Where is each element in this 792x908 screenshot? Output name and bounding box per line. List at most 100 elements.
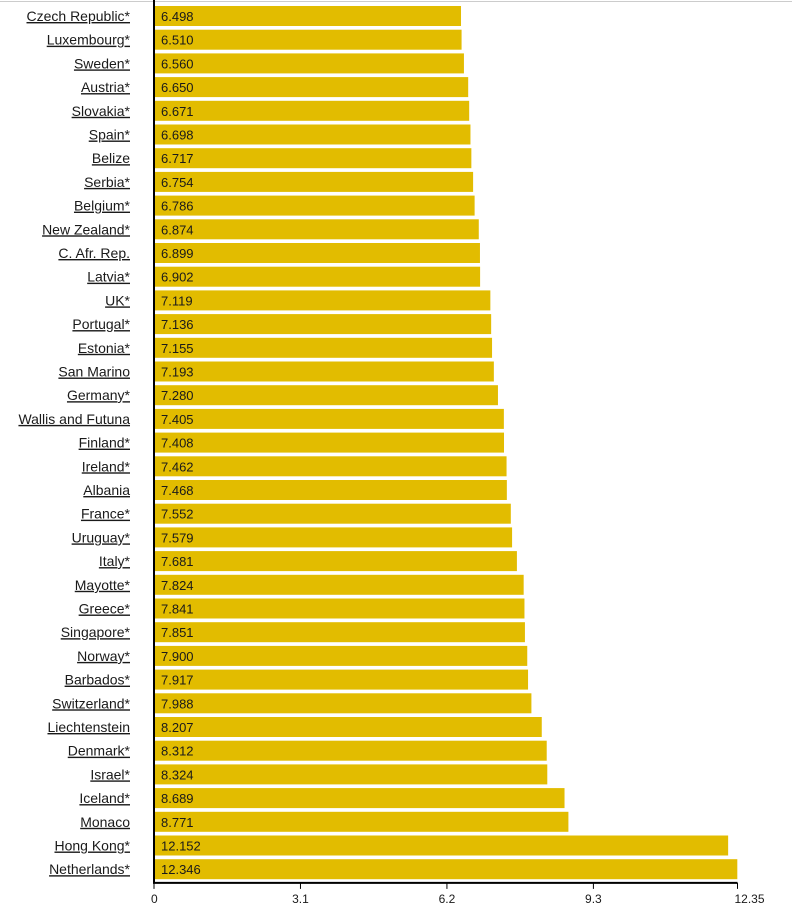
- bar: [154, 337, 493, 358]
- bar: [154, 385, 498, 406]
- value-label: 7.468: [161, 483, 194, 498]
- x-tick-label: 6.2: [439, 892, 456, 906]
- category-label-link[interactable]: Albania: [83, 482, 130, 498]
- category-label-link[interactable]: Slovakia*: [72, 103, 131, 119]
- value-label: 6.650: [161, 80, 194, 95]
- bar: [154, 717, 542, 737]
- category-label-link[interactable]: Wallis and Futuna: [18, 411, 130, 427]
- category-label-link[interactable]: Estonia*: [78, 340, 131, 356]
- category-label-link[interactable]: New Zealand*: [42, 221, 130, 237]
- bar: [154, 219, 479, 240]
- bar: [154, 195, 475, 216]
- category-label-link[interactable]: Czech Republic*: [27, 8, 131, 24]
- bar: [154, 480, 507, 500]
- value-label: 7.841: [161, 602, 194, 617]
- bar: [154, 503, 511, 524]
- category-label-link[interactable]: Luxembourg*: [47, 32, 131, 48]
- value-label: 7.579: [161, 530, 194, 545]
- category-label-link[interactable]: France*: [81, 506, 131, 522]
- category-label-link[interactable]: Sweden*: [74, 55, 131, 71]
- category-label-link[interactable]: Belgium*: [74, 198, 131, 214]
- x-ticks-group: 0 3.1 6.2 9.3 12.35: [151, 882, 765, 906]
- category-label-link[interactable]: Greece*: [79, 601, 131, 617]
- bar: [154, 290, 491, 311]
- category-label-link[interactable]: Liechtenstein: [47, 719, 130, 735]
- category-label-link[interactable]: Mayotte*: [75, 577, 131, 593]
- category-label-link[interactable]: UK*: [105, 292, 130, 308]
- bar: [154, 740, 547, 761]
- category-label-link[interactable]: Singapore*: [61, 624, 131, 640]
- category-label-link[interactable]: Austria*: [81, 79, 131, 95]
- bar: [154, 456, 507, 477]
- category-label-link[interactable]: C. Afr. Rep.: [58, 245, 130, 261]
- bar: [154, 124, 471, 145]
- bar: [154, 53, 464, 74]
- bar: [154, 551, 517, 572]
- category-label-link[interactable]: San Marino: [58, 364, 130, 380]
- category-label-link[interactable]: Uruguay*: [72, 529, 131, 545]
- bar: [154, 408, 504, 429]
- category-label-link[interactable]: Portugal*: [72, 316, 130, 332]
- bar: [154, 100, 470, 121]
- bar: [154, 598, 525, 619]
- value-label: 6.899: [161, 246, 194, 261]
- bar: [154, 6, 462, 26]
- value-label: 7.900: [161, 649, 194, 664]
- value-label: 7.851: [161, 625, 194, 640]
- category-label-link[interactable]: Israel*: [90, 766, 130, 782]
- bar: [154, 788, 565, 809]
- value-label: 6.560: [161, 56, 194, 71]
- value-label: 6.754: [161, 175, 194, 190]
- category-label-link[interactable]: Latvia*: [87, 269, 130, 285]
- value-label: 6.786: [161, 199, 194, 214]
- bar: [154, 764, 548, 785]
- value-label: 8.689: [161, 791, 194, 806]
- bar: [154, 811, 569, 832]
- value-label: 8.207: [161, 720, 194, 735]
- value-label: 12.346: [161, 862, 201, 877]
- value-label: 6.510: [161, 33, 194, 48]
- category-label-link[interactable]: Ireland*: [82, 458, 131, 474]
- category-labels-group: Czech Republic* Luxembourg* Sweden* Austria…: [18, 8, 130, 877]
- category-label-link[interactable]: Germany*: [67, 387, 131, 403]
- category-label-link[interactable]: Italy*: [99, 553, 131, 569]
- category-label-link[interactable]: Finland*: [79, 435, 131, 451]
- value-label: 7.119: [161, 293, 193, 308]
- value-label: 12.152: [161, 839, 201, 854]
- value-label: 7.552: [161, 507, 194, 522]
- category-label-link[interactable]: Barbados*: [65, 672, 131, 688]
- category-label-link[interactable]: Monaco: [80, 814, 130, 830]
- bar: [154, 29, 462, 50]
- bar: [154, 314, 492, 335]
- value-label: 6.671: [161, 104, 194, 119]
- value-label: 6.498: [161, 9, 194, 24]
- value-label: 7.917: [161, 673, 194, 688]
- category-label-link[interactable]: Hong Kong*: [54, 838, 130, 854]
- category-label-link[interactable]: Switzerland*: [52, 695, 130, 711]
- category-label-link[interactable]: Norway*: [77, 648, 130, 664]
- bar: [154, 432, 505, 453]
- bar: [154, 361, 494, 382]
- bar: [154, 77, 469, 98]
- value-label: 7.280: [161, 388, 194, 403]
- bar: [154, 859, 738, 880]
- x-tick-label: 12.35: [735, 892, 765, 906]
- category-label-link[interactable]: Serbia*: [84, 174, 130, 190]
- bars-group: [154, 6, 738, 880]
- category-label-link[interactable]: Netherlands*: [49, 861, 130, 877]
- value-label: 6.698: [161, 128, 194, 143]
- value-label: 7.405: [161, 412, 194, 427]
- category-label-link[interactable]: Belize: [92, 150, 130, 166]
- value-label: 7.462: [161, 459, 194, 474]
- bar: [154, 835, 729, 856]
- value-label: 8.312: [161, 744, 194, 759]
- value-label: 7.155: [161, 341, 194, 356]
- bar: [154, 266, 481, 287]
- value-label: 6.902: [161, 270, 194, 285]
- category-label-link[interactable]: Iceland*: [79, 790, 130, 806]
- category-label-link[interactable]: Denmark*: [68, 743, 131, 759]
- value-label: 7.193: [161, 365, 194, 380]
- category-label-link[interactable]: Spain*: [89, 127, 131, 143]
- bar: [154, 693, 532, 714]
